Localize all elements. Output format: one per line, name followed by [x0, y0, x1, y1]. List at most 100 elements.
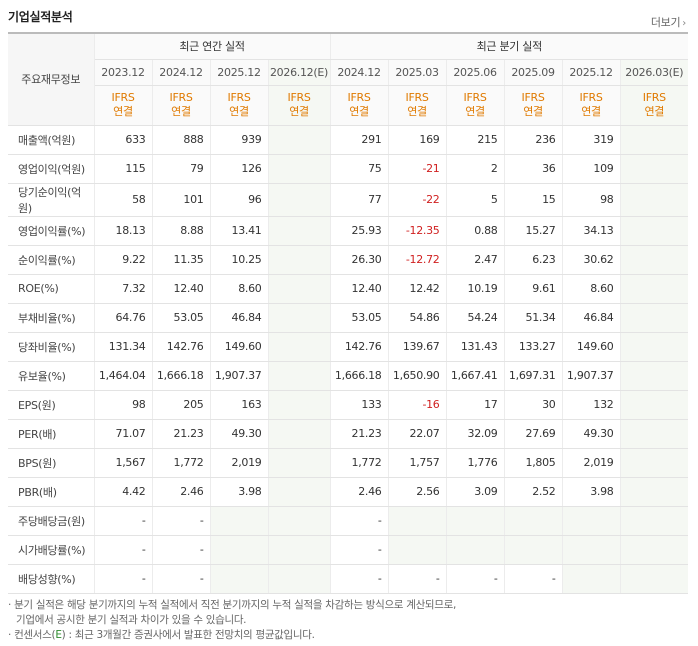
table-row: PBR(배) 4.42 2.46 3.98 2.46 2.56 3.09 2.52 3.98 — [8, 477, 689, 507]
quarter-cell: 1,776 — [446, 448, 505, 478]
ifrs-badge: IFRS 연결 — [504, 85, 563, 126]
consolidated-label: 연결 — [349, 105, 369, 118]
annual-cell: 7.32 — [94, 274, 153, 304]
quarter-cell — [620, 448, 689, 478]
table-row: 당좌비율(%) 131.34 142.76 149.60 142.76 139.67 131… — [8, 332, 689, 362]
row-label: 매출액(억원) — [8, 125, 95, 155]
quarter-cell: -21 — [388, 154, 447, 184]
ifrs-badge: IFRS 연결 — [94, 85, 153, 126]
quarter-cell — [504, 506, 563, 536]
ifrs-label: IFRS — [169, 91, 193, 104]
annual-cell: 101 — [152, 183, 211, 217]
footnote-2: · 컨센서스(E) : 최근 3개월간 증권사에서 발표한 전망치의 평균값입니… — [8, 628, 688, 643]
annual-cell — [268, 183, 331, 217]
quarterly-group-header: 최근 분기 실적 — [330, 32, 689, 60]
quarter-cell — [562, 564, 621, 594]
ifrs-badge: IFRS 연결 — [388, 85, 447, 126]
quarter-year-header: 2026.03(E) — [620, 59, 689, 86]
quarter-cell: 25.93 — [329, 216, 389, 246]
footnote-1: · 분기 실적은 해당 분기까지의 누적 실적에서 직전 분기까지의 누적 실적… — [8, 599, 457, 611]
quarter-cell: 149.60 — [562, 332, 621, 362]
quarter-cell: 8.60 — [562, 274, 621, 304]
annual-cell: - — [94, 535, 153, 565]
quarter-cell: 12.40 — [329, 274, 389, 304]
quarter-cell: 2 — [446, 154, 505, 184]
quarter-cell: 98 — [562, 183, 621, 217]
quarter-cell: 12.42 — [388, 274, 447, 304]
row-label: BPS(원) — [8, 448, 95, 478]
more-label: 더보기 — [650, 16, 681, 29]
quarter-cell — [620, 183, 689, 217]
annual-cell — [268, 535, 331, 565]
consolidated-label: 연결 — [113, 105, 133, 118]
quarter-cell: 1,907.37 — [562, 361, 621, 391]
quarter-cell: 77 — [329, 183, 389, 217]
quarter-year-header: 2025.12 — [562, 59, 621, 86]
ifrs-label: IFRS — [463, 91, 487, 104]
annual-cell: 126 — [210, 154, 269, 184]
quarter-cell: 139.67 — [388, 332, 447, 362]
ifrs-label: IFRS — [521, 91, 545, 104]
annual-cell: 64.76 — [94, 303, 153, 333]
quarter-cell — [620, 535, 689, 565]
annual-cell: 3.98 — [210, 477, 269, 507]
annual-cell — [268, 303, 331, 333]
table-row: 주당배당금(원) - - - — [8, 506, 689, 536]
ifrs-label: IFRS — [111, 91, 135, 104]
ifrs-badge: IFRS 연결 — [620, 85, 689, 126]
quarter-cell: -22 — [388, 183, 447, 217]
annual-cell: 2,019 — [210, 448, 269, 478]
footnote-2-suffix: ) : 최근 3개월간 증권사에서 발표한 전망치의 평균값입니다. — [61, 629, 315, 641]
annual-cell: 11.35 — [152, 245, 211, 275]
row-label: 영업이익률(%) — [8, 216, 95, 246]
annual-cell — [268, 274, 331, 304]
quarter-cell: 26.30 — [329, 245, 389, 275]
quarter-cell: 21.23 — [329, 419, 389, 449]
annual-cell: 149.60 — [210, 332, 269, 362]
quarter-cell: 17 — [446, 390, 505, 420]
table-row: PER(배) 71.07 21.23 49.30 21.23 22.07 32.09 27.6… — [8, 419, 689, 449]
row-label: 시가배당률(%) — [8, 535, 95, 565]
quarter-cell: 236 — [504, 125, 563, 155]
ifrs-label: IFRS — [405, 91, 429, 104]
annual-cell: 18.13 — [94, 216, 153, 246]
quarter-cell: - — [329, 535, 389, 565]
quarter-cell: - — [388, 564, 447, 594]
footnotes: · 분기 실적은 해당 분기까지의 누적 실적에서 직전 분기까지의 누적 실적… — [8, 598, 688, 643]
ifrs-badge: IFRS 연결 — [446, 85, 505, 126]
annual-cell — [268, 125, 331, 155]
annual-cell: 163 — [210, 390, 269, 420]
section-title: 기업실적분석 — [8, 10, 73, 24]
quarter-cell: 133 — [329, 390, 389, 420]
table-row: 영업이익률(%) 18.13 8.88 13.41 25.93 -12.35 0.88 15.… — [8, 216, 689, 246]
quarter-year-header: 2024.12 — [329, 59, 389, 86]
quarter-cell — [388, 506, 447, 536]
quarter-cell — [620, 274, 689, 304]
annual-cell — [268, 154, 331, 184]
quarter-cell: 54.86 — [388, 303, 447, 333]
row-label: 당좌비율(%) — [8, 332, 95, 362]
quarter-cell: 54.24 — [446, 303, 505, 333]
quarter-cell: 3.98 — [562, 477, 621, 507]
quarter-cell: 291 — [329, 125, 389, 155]
more-link[interactable]: 더보기 › — [651, 14, 686, 30]
annual-cell: 53.05 — [152, 303, 211, 333]
annual-cell: - — [152, 564, 211, 594]
consolidated-label: 연결 — [229, 105, 249, 118]
annual-cell: 888 — [152, 125, 211, 155]
ifrs-label: IFRS — [579, 91, 603, 104]
ifrs-badge: IFRS 연결 — [329, 85, 389, 126]
quarter-cell: 30 — [504, 390, 563, 420]
annual-cell: 1,907.37 — [210, 361, 269, 391]
quarter-cell: 46.84 — [562, 303, 621, 333]
annual-cell — [268, 245, 331, 275]
quarter-cell — [620, 125, 689, 155]
annual-cell: 142.76 — [152, 332, 211, 362]
annual-cell: 71.07 — [94, 419, 153, 449]
annual-cell: 8.60 — [210, 274, 269, 304]
quarter-cell — [620, 564, 689, 594]
annual-cell: 1,666.18 — [152, 361, 211, 391]
quarter-cell: 51.34 — [504, 303, 563, 333]
quarter-cell: 1,666.18 — [329, 361, 389, 391]
annual-year-header: 2026.12(E) — [268, 59, 331, 86]
